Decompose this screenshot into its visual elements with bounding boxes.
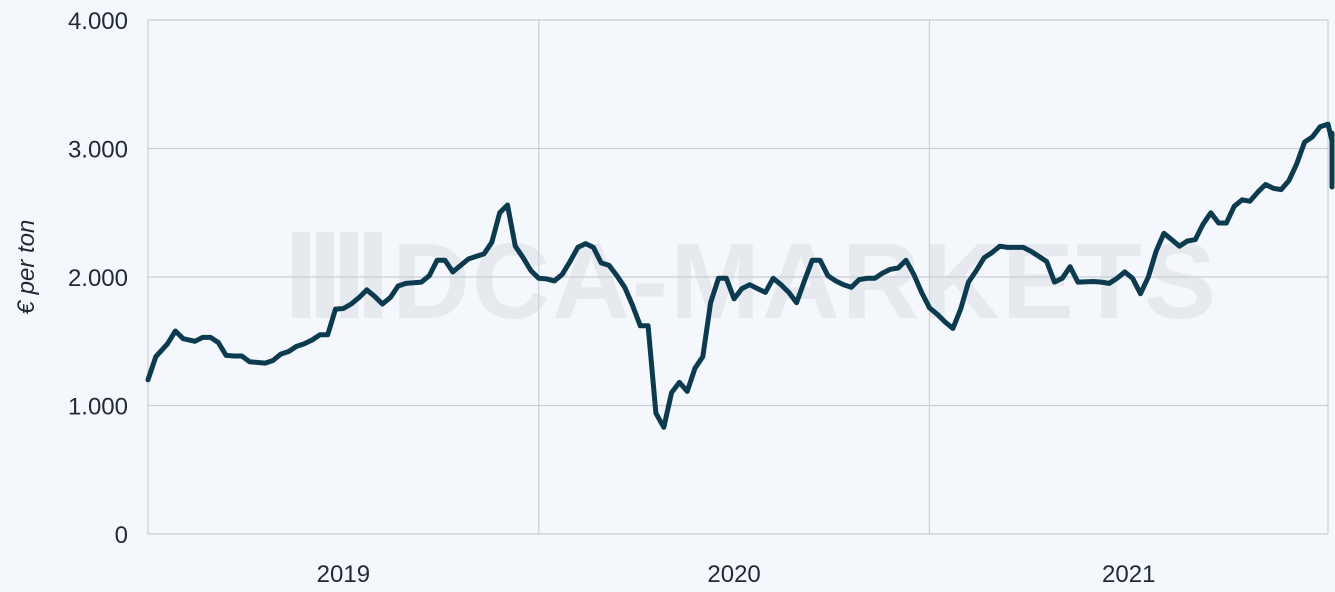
watermark-logo-icon: [292, 232, 382, 318]
y-tick-label: 1.000: [68, 394, 128, 421]
x-tick-label: 2020: [707, 561, 760, 588]
x-tick-label: 2019: [317, 561, 370, 588]
x-tick-label: 2021: [1102, 561, 1155, 588]
y-tick-label: 2.000: [68, 265, 128, 292]
series-group: [145, 121, 1335, 430]
x-axis-tick-labels: 2019 2020 2021: [317, 561, 1156, 588]
y-tick-label: 4.000: [68, 8, 128, 35]
chart-grid: [147, 19, 1329, 535]
y-tick-label: 0: [115, 522, 128, 549]
y-tick-label: 3.000: [68, 137, 128, 164]
series-line: [145, 121, 1335, 430]
y-axis-title: € per ton: [13, 220, 40, 315]
y-axis-tick-labels: 0 1.000 2.000 3.000 4.000: [68, 8, 128, 549]
